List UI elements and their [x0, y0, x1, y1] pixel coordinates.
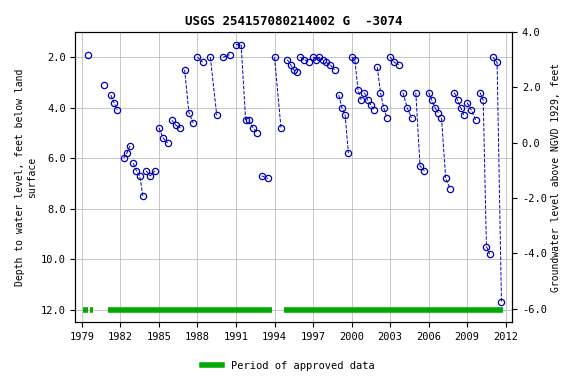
Title: USGS 254157080214002 G  -3074: USGS 254157080214002 G -3074	[185, 15, 403, 28]
Legend: Period of approved data: Period of approved data	[198, 357, 378, 375]
Y-axis label: Depth to water level, feet below land
surface: Depth to water level, feet below land su…	[15, 68, 37, 286]
Y-axis label: Groundwater level above NGVD 1929, feet: Groundwater level above NGVD 1929, feet	[551, 63, 561, 292]
